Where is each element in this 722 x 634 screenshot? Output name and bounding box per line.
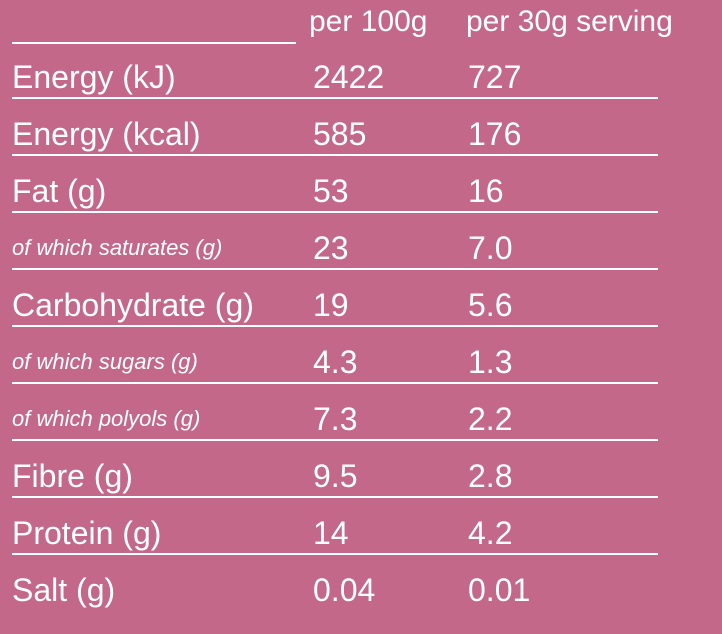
row-divider	[12, 154, 658, 156]
value-per-serving: 727	[468, 59, 522, 95]
value-per-100g: 23	[313, 230, 349, 266]
value-per-serving: 2.8	[468, 458, 513, 494]
row-label: of which saturates (g)	[12, 235, 223, 260]
row-label: Protein (g)	[12, 515, 162, 551]
row-divider	[12, 97, 658, 99]
value-per-serving: 2.2	[468, 401, 513, 437]
value-per-100g: 53	[313, 173, 349, 209]
row-divider	[12, 439, 658, 441]
value-per-100g: 0.04	[313, 572, 376, 608]
row-label: of which sugars (g)	[12, 349, 198, 374]
value-per-serving: 7.0	[468, 230, 513, 266]
table-row: Energy (kcal) 585 176	[0, 113, 722, 170]
value-per-100g: 585	[313, 116, 367, 152]
row-label: Carbohydrate (g)	[12, 287, 254, 323]
value-per-serving: 1.3	[468, 344, 513, 380]
value-per-serving: 0.01	[468, 572, 531, 608]
value-per-serving: 16	[468, 173, 504, 209]
value-per-100g: 9.5	[313, 458, 358, 494]
row-label: Salt (g)	[12, 572, 116, 608]
table-row: of which saturates (g) 23 7.0	[0, 227, 722, 284]
row-divider	[12, 553, 658, 555]
value-per-serving: 176	[468, 116, 522, 152]
column-header-per-100g: per 100g	[309, 5, 428, 38]
table-row: Carbohydrate (g) 19 5.6	[0, 284, 722, 341]
row-label: Energy (kcal)	[12, 116, 201, 152]
value-per-100g: 2422	[313, 59, 385, 95]
table-row: Energy (kJ) 2422 727	[0, 56, 722, 113]
value-per-100g: 7.3	[313, 401, 358, 437]
value-per-100g: 19	[313, 287, 349, 323]
header-label-underline	[12, 42, 296, 44]
value-per-serving: 5.6	[468, 287, 513, 323]
row-divider	[12, 325, 658, 327]
row-divider	[12, 496, 658, 498]
table-row: Protein (g) 14 4.2	[0, 512, 722, 569]
row-label: of which polyols (g)	[12, 406, 201, 431]
table-row: Fat (g) 53 16	[0, 170, 722, 227]
row-label: Energy (kJ)	[12, 59, 176, 95]
table-row: of which sugars (g) 4.3 1.3	[0, 341, 722, 398]
table-row: Fibre (g) 9.5 2.8	[0, 455, 722, 512]
value-per-100g: 14	[313, 515, 349, 551]
row-divider	[12, 268, 658, 270]
value-per-100g: 4.3	[313, 344, 358, 380]
table-row: Salt (g) 0.04 0.01	[0, 569, 722, 626]
table-row: of which polyols (g) 7.3 2.2	[0, 398, 722, 455]
column-header-per-serving: per 30g serving	[466, 5, 673, 38]
row-label: Fat (g)	[12, 173, 107, 209]
row-divider	[12, 211, 658, 213]
value-per-serving: 4.2	[468, 515, 513, 551]
row-label: Fibre (g)	[12, 458, 133, 494]
row-divider	[12, 382, 658, 384]
